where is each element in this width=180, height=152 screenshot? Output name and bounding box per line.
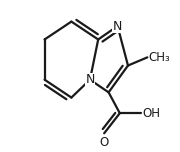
Text: N: N (85, 73, 95, 86)
Text: O: O (100, 136, 109, 149)
Text: N: N (113, 20, 122, 33)
Text: CH₃: CH₃ (149, 51, 171, 64)
Text: OH: OH (142, 107, 160, 120)
